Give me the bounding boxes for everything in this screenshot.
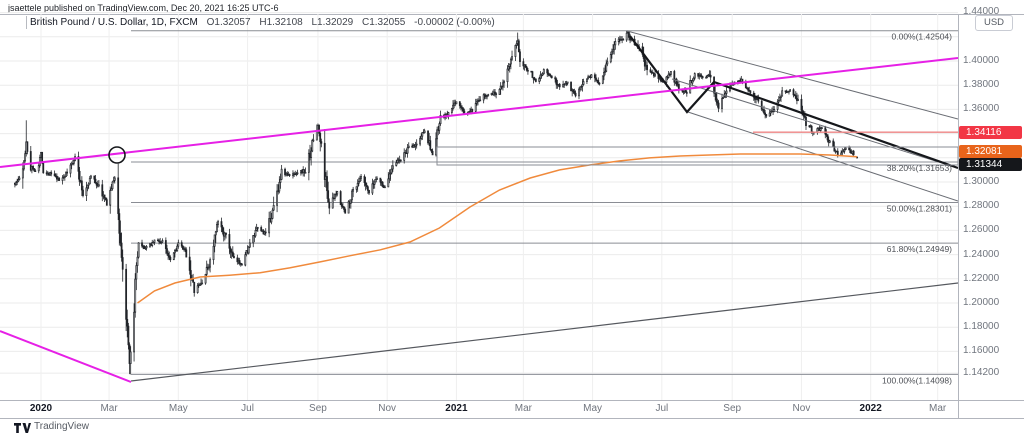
ohlc-low: L1.32029	[311, 17, 354, 28]
time-tick-label: May	[168, 403, 188, 414]
moving-average-line	[137, 153, 858, 304]
time-tick-label: 2021	[445, 403, 468, 414]
time-tick-label: Mar	[929, 403, 947, 414]
price-tick-label: 1.16000	[963, 345, 1000, 357]
time-tick-label: Sep	[723, 403, 742, 414]
pane-top-border	[0, 14, 1024, 15]
symbol-legend[interactable]: British Pound / U.S. Dollar, 1D, FXCM O1…	[30, 17, 501, 28]
ohlc-high: H1.32108	[259, 17, 303, 28]
fib-level-label: 0.00%(1.42504)	[892, 32, 953, 42]
fib-labels: 0.00%(1.42504) 38.20%(1.31653) 50.00%(1.28…	[882, 32, 952, 386]
time-tick-label: Nov	[378, 403, 397, 414]
publisher-line: jsaettele published on TradingView.com, …	[8, 3, 279, 13]
time-tick-label: Mar	[514, 403, 532, 414]
fib-level-label: 61.80%(1.24949)	[887, 244, 952, 254]
price-tick-label: 1.36000	[963, 103, 1000, 115]
tradingview-brand-text[interactable]: TradingView	[34, 421, 90, 432]
time-axis-top-border	[0, 400, 1024, 401]
time-tick-label: Jul	[655, 403, 669, 414]
symbol-title[interactable]: British Pound / U.S. Dollar, 1D, FXCM	[30, 17, 198, 28]
price-tick-label: 1.20000	[963, 297, 1000, 308]
price-marker-label: 1.32081	[959, 144, 1022, 158]
time-tick-label: 2022	[859, 403, 882, 414]
circle-annotation	[108, 146, 126, 164]
change-value: -0.00002 (-0.00%)	[414, 17, 495, 28]
drawings-overlay	[0, 30, 958, 383]
support-zone-box	[436, 146, 958, 166]
fib-retracement	[131, 30, 958, 375]
candlestick-series	[13, 30, 858, 375]
ohlc-open: O1.32057	[206, 17, 251, 28]
price-marker-label: 1.34116	[959, 125, 1022, 139]
fib-level-label: 50.00%(1.28301)	[887, 204, 952, 214]
gridlines	[0, 12, 958, 400]
time-tick-label: 2020	[29, 403, 53, 414]
price-tick-label: 1.24000	[963, 248, 1000, 260]
price-tick-label: 1.30000	[963, 176, 1000, 187]
time-tick-label: Sep	[309, 403, 327, 414]
time-axis-bottom-border	[0, 418, 1024, 419]
fib-level-label: 38.20%(1.31653)	[887, 163, 952, 173]
price-tick-label: 1.40000	[963, 55, 1000, 66]
time-tick-label: Mar	[100, 403, 118, 414]
time-tick-label: May	[583, 403, 603, 414]
price-tick-label: 1.18000	[963, 321, 1000, 333]
price-tick-label: 1.38000	[963, 79, 1000, 91]
time-tick-label: Jul	[241, 403, 254, 414]
price-tick-partial-top: 1.44000	[963, 6, 1000, 17]
price-axis-border	[958, 14, 959, 418]
legend-left-tick	[26, 16, 27, 29]
price-tick-label: 1.14200	[963, 367, 1000, 379]
ohlc-close: C1.32055	[362, 17, 406, 28]
price-tick-label: 1.28000	[963, 200, 1000, 212]
fib-level-label: 100.00%(1.14098)	[882, 375, 952, 385]
currency-toggle-button[interactable]: USD	[975, 15, 1013, 31]
price-tick-label: 1.26000	[963, 224, 1000, 236]
price-marker-label: 1.31344	[959, 157, 1022, 171]
price-tick-label: 1.22000	[963, 272, 1000, 284]
tradingview-logo-icon[interactable]	[14, 422, 31, 434]
time-tick-label: Nov	[792, 403, 811, 414]
